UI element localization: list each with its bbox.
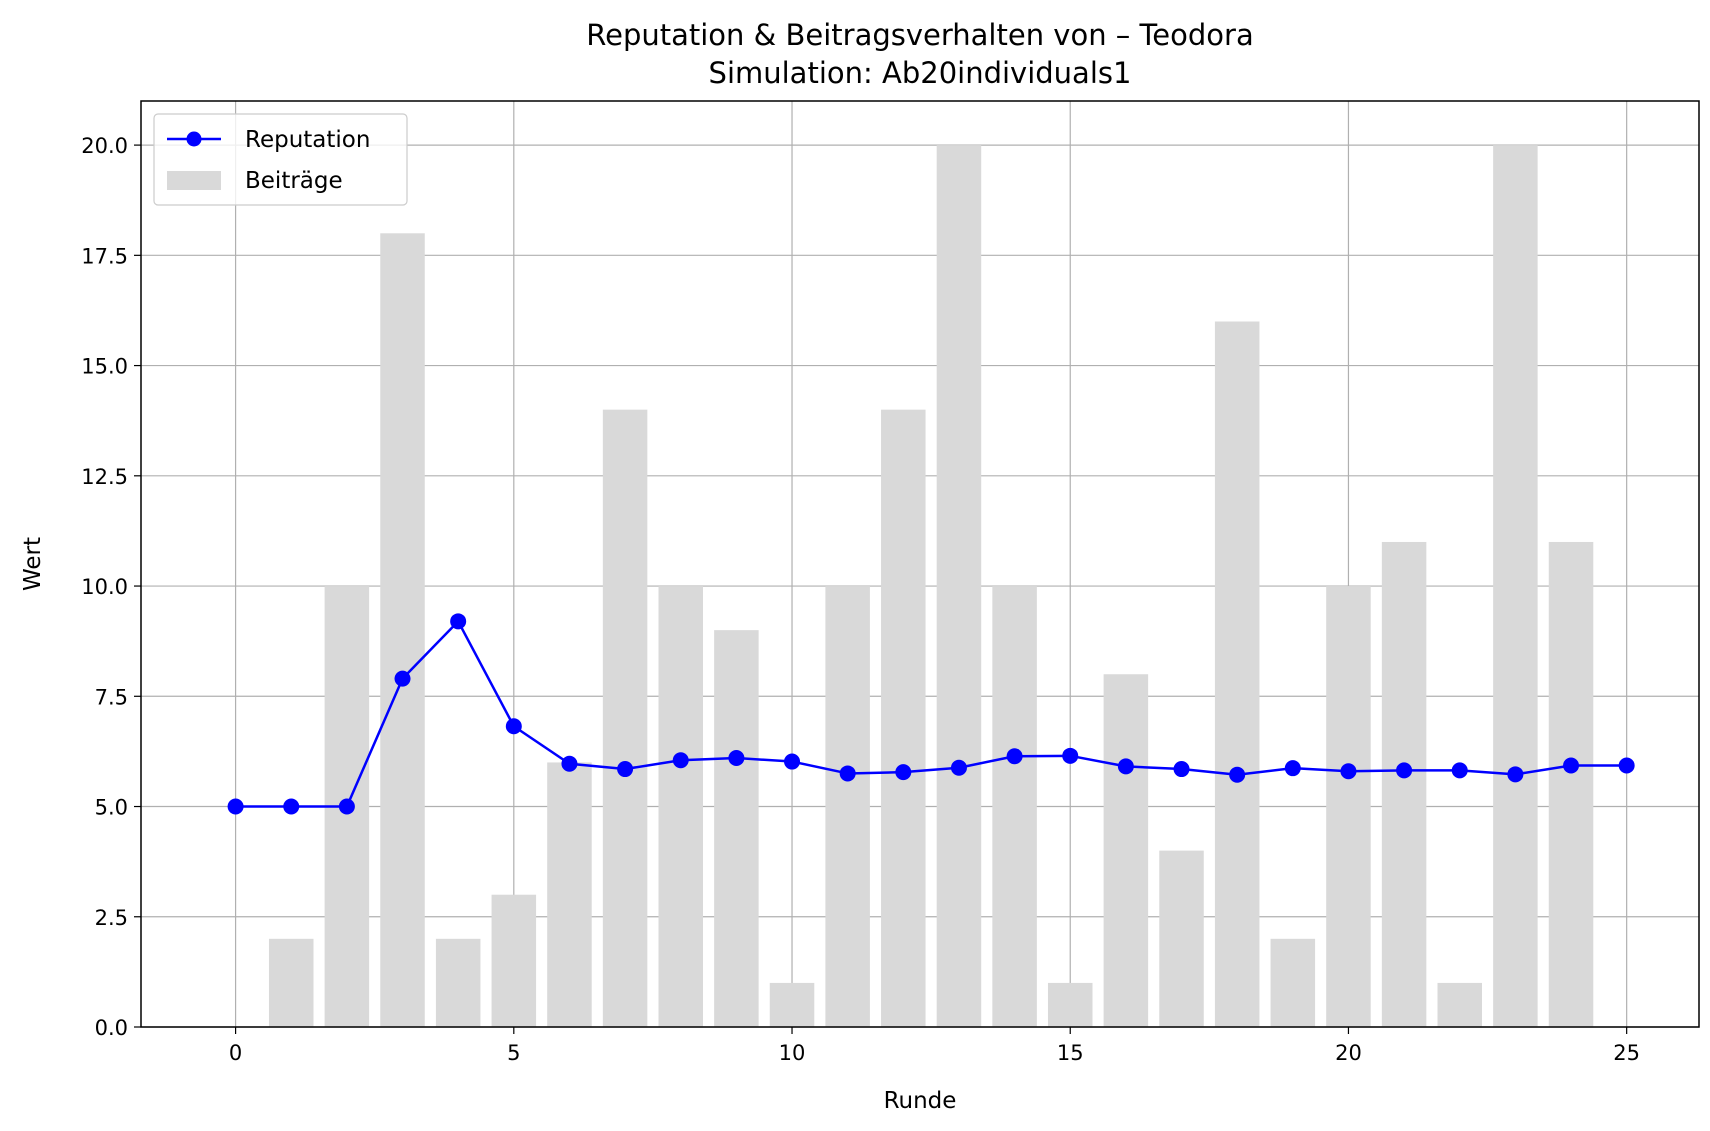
reputation-point — [1229, 766, 1246, 783]
legend-bar-swatch — [167, 171, 221, 190]
reputation-point — [1563, 757, 1580, 774]
x-tick-label: 25 — [1613, 1041, 1640, 1065]
bar-beitraege — [825, 586, 870, 1027]
bar-beitraege — [547, 762, 592, 1027]
bar-beitraege — [1214, 321, 1260, 1027]
chart-title: Reputation & Beitragsverhalten von – Teo… — [586, 18, 1253, 52]
plot-frame — [140, 100, 1700, 1028]
bar-beitraege — [1437, 982, 1482, 1027]
bar-beitraege — [1047, 982, 1093, 1027]
reputation-point — [1173, 761, 1190, 778]
y-tick-label: 15.0 — [81, 355, 128, 379]
reputation-point — [1451, 762, 1468, 779]
bar-beitraege — [1493, 145, 1538, 1028]
y-tick-label: 2.5 — [95, 906, 128, 930]
bar-beitraege — [268, 938, 314, 1027]
bar-beitraege — [1270, 938, 1316, 1027]
reputation-point — [1618, 757, 1635, 774]
y-tick-label: 7.5 — [95, 685, 128, 709]
reputation-point — [1006, 748, 1023, 765]
reputation-point — [338, 798, 355, 815]
bar-beitraege — [992, 586, 1037, 1027]
x-tick-label: 15 — [1057, 1041, 1084, 1065]
bar-beitraege — [602, 409, 648, 1028]
x-tick-label: 20 — [1335, 1041, 1362, 1065]
reputation-point — [1340, 763, 1357, 780]
y-axis-label: Wert — [20, 537, 46, 591]
reputation-point — [672, 752, 689, 769]
bar-beitraege — [769, 982, 815, 1027]
bar-beitraege — [936, 145, 982, 1028]
legend: Reputation Beiträge — [153, 113, 408, 206]
reputation-point — [561, 755, 578, 772]
bar-beitraege — [435, 938, 481, 1027]
legend-label-reputation: Reputation — [245, 127, 370, 153]
reputation-point — [1062, 747, 1079, 764]
y-tick-label: 17.5 — [81, 244, 128, 268]
reputation-point — [839, 765, 856, 782]
bar-beitraege — [1159, 850, 1204, 1027]
y-tick-label: 0.0 — [95, 1016, 128, 1040]
reputation-point — [784, 753, 801, 770]
bar-beitraege — [1326, 586, 1371, 1027]
reputation-point — [394, 670, 411, 687]
reputation-point — [617, 761, 634, 778]
y-tick-label: 10.0 — [81, 575, 128, 599]
reputation-point — [227, 798, 244, 815]
reputation-point — [505, 718, 522, 735]
y-tick-label: 5.0 — [95, 796, 128, 820]
reputation-point — [728, 750, 745, 767]
reputation-point — [283, 798, 300, 815]
reputation-point — [895, 764, 912, 781]
reputation-point — [950, 759, 967, 776]
line-series — [227, 613, 1635, 815]
y-tick-label: 12.5 — [81, 465, 128, 489]
bar-series — [268, 145, 1594, 1028]
legend-label-beitraege: Beiträge — [245, 168, 343, 194]
reputation-line — [235, 620, 1627, 808]
bar-beitraege — [380, 233, 425, 1028]
y-tick-label: 20.0 — [81, 134, 128, 158]
x-tick-label: 10 — [779, 1041, 806, 1065]
bar-beitraege — [491, 894, 537, 1027]
reputation-point — [1396, 762, 1413, 779]
reputation-point — [450, 613, 467, 630]
y-axis: 0.0 2.5 5.0 7.5 10.0 12.5 15.0 17.5 20.0 — [81, 134, 141, 1040]
reputation-point — [1507, 766, 1524, 783]
bar-beitraege — [881, 409, 926, 1028]
legend-marker-swatch — [186, 131, 202, 147]
bar-beitraege — [658, 586, 703, 1027]
bar-beitraege — [1381, 541, 1427, 1027]
bar-beitraege — [1103, 674, 1149, 1027]
x-tick-label: 0 — [229, 1041, 242, 1065]
bar-beitraege — [1548, 541, 1594, 1027]
reputation-point — [1117, 758, 1134, 775]
chart-subtitle: Simulation: Ab20individuals1 — [709, 56, 1132, 90]
reputation-point — [1284, 760, 1301, 777]
x-tick-label: 5 — [507, 1041, 520, 1065]
bar-beitraege — [714, 630, 759, 1027]
x-axis: 0 5 10 15 20 25 — [229, 1027, 1640, 1065]
x-axis-label: Runde — [884, 1088, 957, 1114]
